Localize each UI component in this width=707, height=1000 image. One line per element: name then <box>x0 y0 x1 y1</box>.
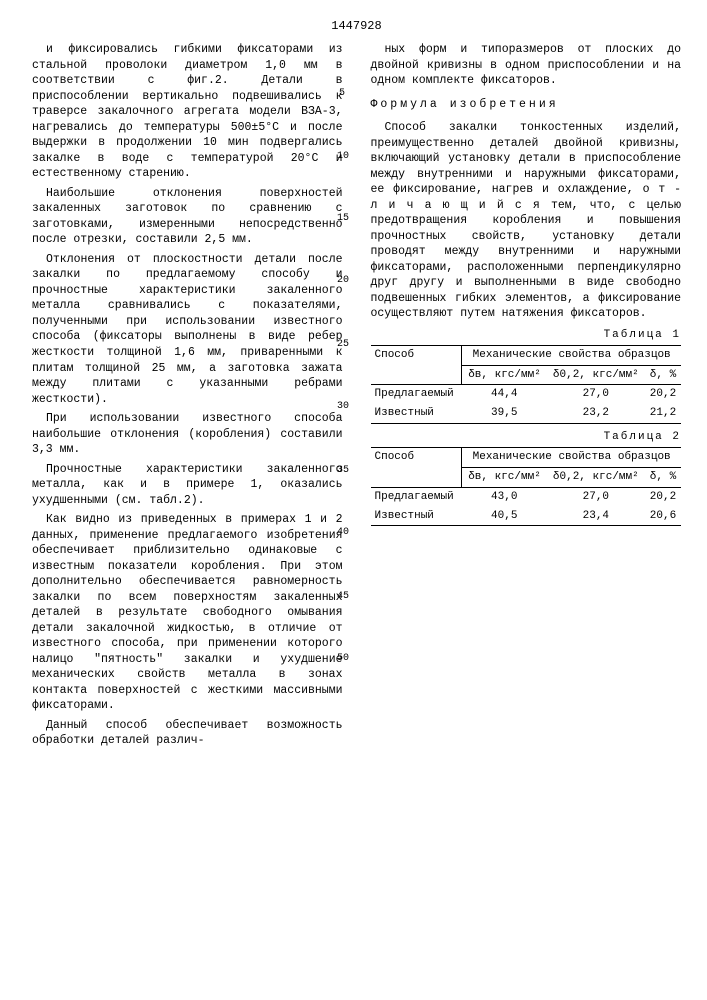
left-p1: и фиксировались гибкими фиксаторами из с… <box>32 42 343 182</box>
t1-hdr-method: Способ <box>371 345 462 385</box>
doc-number: 1447928 <box>32 18 681 34</box>
right-p2: Способ закалки тонкостенных изделий, пре… <box>371 120 682 322</box>
t2-r1-label: Предлагаемый <box>371 487 462 506</box>
t1-c3: δ, % <box>645 365 681 385</box>
t2-c2: δ0,2, кгс/мм² <box>547 467 645 487</box>
t2-c1: δв, кгс/мм² <box>462 467 547 487</box>
right-p1: ных форм и типоразмеров от плоских до дв… <box>371 42 682 89</box>
t2-r2-v3: 20,6 <box>645 507 681 526</box>
left-p2: Наибольшие отклонения поверхностей закал… <box>32 186 343 248</box>
t1-r1-v3: 20,2 <box>645 385 681 404</box>
left-p4: При использовании известного способа наи… <box>32 411 343 458</box>
left-p3: Отклонения от плоскостности детали после… <box>32 252 343 407</box>
t2-hdr-method: Способ <box>371 448 462 488</box>
t1-r2-label: Известный <box>371 404 462 423</box>
t1-r1-v2: 27,0 <box>547 385 645 404</box>
t2-hdr-group: Механические свойства образцов <box>462 448 681 468</box>
t2-r2-v1: 40,5 <box>462 507 547 526</box>
t2-r1-v1: 43,0 <box>462 487 547 506</box>
t2-r2-v2: 23,4 <box>547 507 645 526</box>
t1-r2-v3: 21,2 <box>645 404 681 423</box>
t1-r1-v1: 44,4 <box>462 385 547 404</box>
t1-r2-v1: 39,5 <box>462 404 547 423</box>
t1-r1-label: Предлагаемый <box>371 385 462 404</box>
t1-c2: δ0,2, кгс/мм² <box>547 365 645 385</box>
table2: Способ Механические свойства образцов δв… <box>371 447 682 526</box>
t2-r1-v2: 27,0 <box>547 487 645 506</box>
t2-c3: δ, % <box>645 467 681 487</box>
t2-r1-v3: 20,2 <box>645 487 681 506</box>
left-p7: Данный способ обеспечивает возможность о… <box>32 718 343 749</box>
left-p6: Как видно из приведенных в примерах 1 и … <box>32 512 343 714</box>
t2-r2-label: Известный <box>371 507 462 526</box>
t1-c1: δв, кгс/мм² <box>462 365 547 385</box>
formula-title: Формула изобретения <box>371 97 682 113</box>
t1-hdr-group: Механические свойства образцов <box>462 345 681 365</box>
left-p5: Прочностные характеристики закаленного м… <box>32 462 343 509</box>
t1-r2-v2: 23,2 <box>547 404 645 423</box>
table1: Способ Механические свойства образцов δв… <box>371 345 682 424</box>
table2-title: Таблица 2 <box>371 430 682 445</box>
table1-title: Таблица 1 <box>371 328 682 343</box>
